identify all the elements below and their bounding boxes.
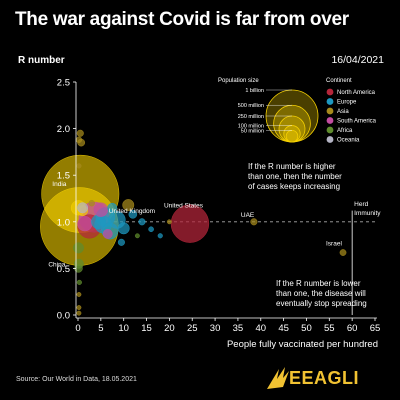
x-tick-label: 60 [347, 323, 358, 334]
label-india: India [52, 181, 66, 188]
legend-swatch-oceania [326, 136, 334, 143]
x-axis-label: People fully vaccinated per hundred [227, 339, 378, 350]
x-tick-label: 30 [210, 323, 221, 334]
y-tick-label: 1.0 [57, 217, 70, 228]
label-united-states: United States [164, 203, 204, 210]
legend-size-label: 250 million [238, 114, 264, 120]
data-point-united-states [170, 204, 210, 243]
legend-size-label: 1 billion [245, 88, 264, 94]
y-tick-label: 0.0 [57, 311, 70, 322]
data-point [148, 226, 154, 233]
chart-date: 16/04/2021 [331, 54, 384, 66]
legend-size-label: 50 million [241, 128, 264, 134]
data-point [88, 199, 95, 207]
x-tick-label: 15 [141, 323, 152, 334]
data-point [117, 238, 125, 246]
y-tick-label: 0.5 [57, 264, 70, 275]
legend-label-europe: Europe [337, 100, 357, 106]
data-point [76, 163, 82, 169]
legend-label-oceania: Oceania [337, 138, 360, 144]
annotation-below-one: eventually stop spreading [276, 299, 367, 308]
legend-swatch-africa [326, 126, 334, 134]
x-tick-label: 55 [324, 323, 335, 334]
x-tick-label: 65 [370, 323, 381, 334]
data-point [117, 222, 130, 235]
data-point [93, 202, 109, 217]
data-point [76, 279, 82, 285]
data-point [138, 218, 146, 226]
data-point [107, 202, 118, 213]
y-tick-label: 2.0 [57, 124, 70, 135]
annotation-above-one: of cases keeps increasing [248, 182, 340, 191]
x-tick-label: 40 [255, 323, 266, 334]
x-tick-label: 25 [187, 323, 198, 334]
x-tick-label: 45 [278, 323, 289, 334]
herd-immunity-label: Immunity [354, 210, 381, 217]
data-point [157, 233, 163, 239]
data-point-uae [250, 218, 258, 226]
legend-swatch-europe [326, 98, 334, 105]
label-united-kingdom: United Kingdom [109, 208, 155, 215]
legend-size-label: 500 million [238, 103, 264, 109]
x-tick-label: 10 [118, 323, 129, 334]
legend-swatch-asia [326, 107, 334, 115]
data-point [77, 202, 89, 214]
chart-title: The war against Covid is far from over [15, 9, 349, 30]
x-tick-label: 0 [75, 323, 80, 334]
annotation-below-one: than one, the disease will [276, 289, 366, 298]
data-point [76, 292, 82, 297]
y-tick-label: 2.5 [57, 78, 70, 89]
annotation-above-one: than one, then the number [248, 172, 342, 181]
annotation-below-one: If the R number is lower [276, 279, 361, 288]
herd-immunity-label: Herd [354, 201, 368, 208]
data-point [102, 229, 113, 239]
annotation-above-one: If the R number is higher [248, 162, 336, 171]
label-israel: Israel [326, 241, 342, 248]
data-point [134, 233, 140, 239]
brand-name: EEAGLI [289, 368, 360, 388]
data-point-israel [339, 249, 347, 256]
y-tick-label: 1.5 [57, 171, 70, 182]
label-china: China [48, 261, 65, 268]
label-uae: UAE [241, 212, 255, 219]
data-point [76, 129, 84, 137]
legend-size-title: Population size [218, 78, 259, 84]
legend-size-label: 100 million [238, 124, 264, 130]
x-tick-label: 20 [164, 323, 175, 334]
data-point [76, 310, 82, 316]
legend-size-bubble [285, 129, 299, 143]
y-axis-label: R number [18, 55, 65, 66]
data-point [77, 216, 93, 232]
legend-swatch-north-america [326, 88, 334, 96]
source-note: Source: Our World in Data, 18.05.2021 [16, 376, 137, 383]
x-tick-label: 35 [233, 323, 244, 334]
data-point [72, 242, 84, 254]
data-point [76, 305, 82, 310]
legend-label-north-america: North America [337, 90, 376, 96]
legend-label-south-america: South America [337, 119, 377, 125]
legend-swatch-south-america [326, 117, 334, 124]
legend-continent-title: Continent [326, 78, 352, 84]
legend-label-asia: Asia [337, 109, 349, 115]
eagle-logo-icon [267, 367, 289, 389]
x-tick-label: 5 [98, 323, 103, 334]
x-tick-label: 50 [301, 323, 312, 334]
data-point [91, 214, 106, 230]
data-point [122, 199, 135, 211]
data-point [128, 210, 138, 219]
data-point [75, 136, 83, 143]
legend-label-africa: Africa [337, 128, 353, 134]
data-point [166, 219, 172, 225]
